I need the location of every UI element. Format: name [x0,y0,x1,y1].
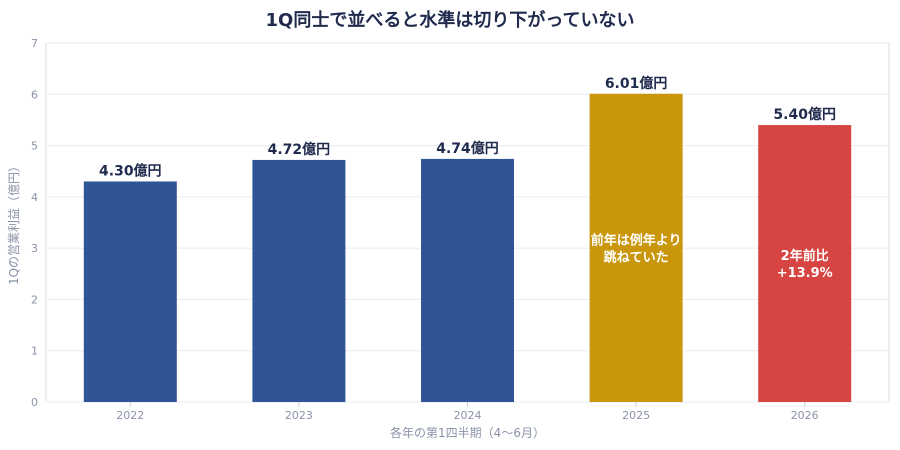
bar-annotation: 跳ねていた [604,249,669,265]
bar-value-label: 6.01億円 [605,75,668,92]
bar-annotation: +13.9% [777,266,833,281]
x-tick-label: 2022 [116,409,144,422]
bar [83,181,177,402]
bar [252,159,346,402]
y-tick-label: 7 [31,37,38,50]
chart-title: 1Q同士で並べると水準は切り下がっていない [266,9,635,31]
bar [589,93,683,402]
bar-value-label: 4.72億円 [268,141,331,158]
y-tick-label: 3 [31,242,38,255]
bar-annotation: 2年前比 [781,248,829,264]
bar-value-label: 4.74億円 [436,140,499,157]
x-axis-label: 各年の第1四半期（4〜6月） [390,425,545,440]
x-tick-label: 2023 [285,409,313,422]
y-axis-label: 1Qの営業利益（億円） [7,160,21,285]
y-tick-label: 1 [31,345,38,358]
bar-value-label: 4.30億円 [99,162,162,179]
y-tick-label: 0 [31,396,38,409]
y-tick-label: 6 [31,88,38,101]
y-tick-label: 2 [31,293,38,306]
x-axis-ticks: 2022 2023 2024 2025 2026 [116,402,819,422]
x-tick-label: 2026 [791,409,819,422]
y-tick-label: 4 [31,191,38,204]
bar-value-label: 5.40億円 [773,106,836,123]
y-axis-ticks: 0 1 2 3 4 5 6 7 [31,37,38,409]
bar [758,125,852,403]
x-tick-label: 2025 [622,409,650,422]
y-tick-label: 5 [31,140,38,153]
x-tick-label: 2024 [454,409,482,422]
bar [421,158,514,402]
gridlines [46,42,889,403]
bar-annotation: 前年は例年より [591,232,682,248]
